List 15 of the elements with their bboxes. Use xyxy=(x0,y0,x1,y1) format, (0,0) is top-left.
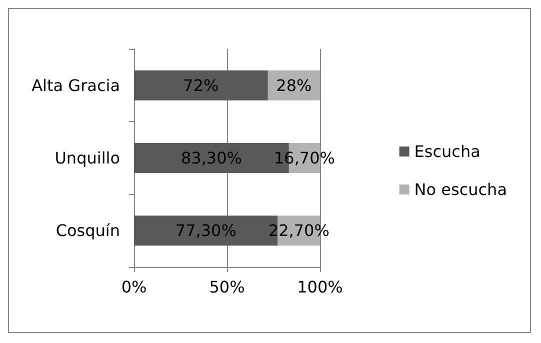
x-tick-label: 100% xyxy=(297,278,343,296)
data-label: 16,70% xyxy=(274,148,335,168)
data-label: 22,70% xyxy=(268,221,330,240)
legend-label: No escucha xyxy=(414,180,507,199)
data-label: 77,30% xyxy=(175,221,236,240)
legend-label: Escucha xyxy=(414,142,480,161)
data-label: 28% xyxy=(276,76,312,95)
y-tick-label: Alta Gracia xyxy=(32,76,120,95)
x-tick-label: 50% xyxy=(209,278,245,296)
data-label: 72% xyxy=(183,76,219,95)
data-label: 83,30% xyxy=(180,148,242,168)
bar xyxy=(134,70,268,100)
y-tick-label: Cosquín xyxy=(56,221,120,240)
x-tick-label: 0% xyxy=(121,278,147,296)
y-tick-label: Unquillo xyxy=(54,148,120,168)
